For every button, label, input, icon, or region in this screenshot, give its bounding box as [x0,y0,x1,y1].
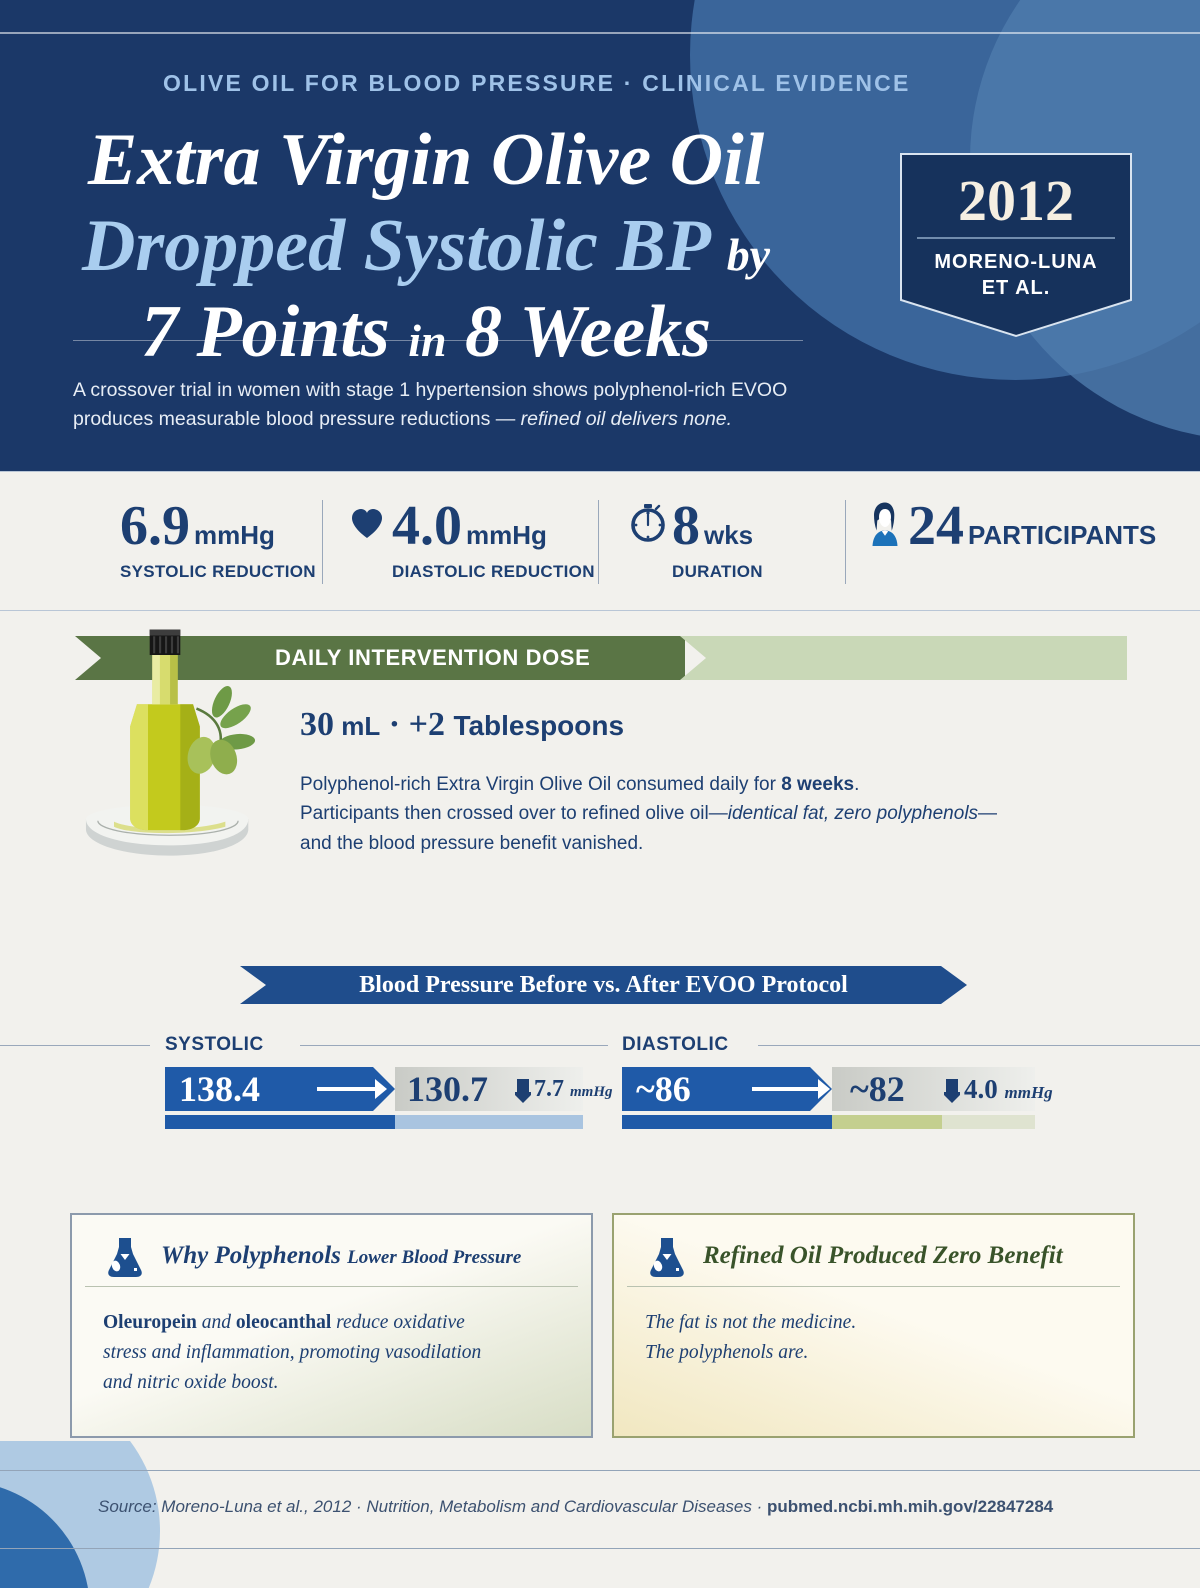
svg-text:2012: 2012 [958,168,1074,233]
svg-text:MORENO-LUNA: MORENO-LUNA [934,251,1097,273]
svg-text:ET AL.: ET AL. [982,277,1051,299]
